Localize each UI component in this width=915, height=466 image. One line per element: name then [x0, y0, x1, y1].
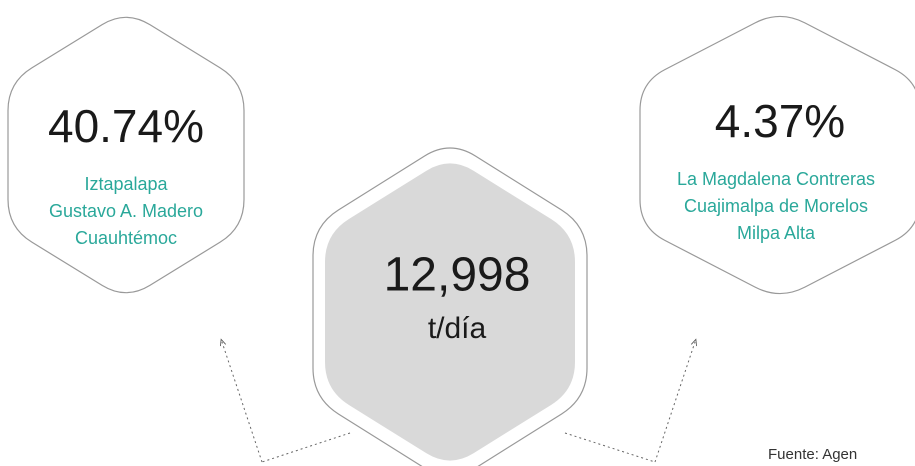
right-hexagon — [639, 15, 915, 295]
center-hexagon — [325, 163, 575, 461]
left-name: Cuauhtémoc — [75, 228, 177, 248]
connector — [564, 432, 656, 463]
center-value: 12,998 — [384, 249, 531, 302]
right-value: 4.37% — [715, 95, 845, 147]
left-name: Gustavo A. Madero — [49, 201, 203, 221]
connector — [261, 432, 351, 463]
arrow — [222, 342, 263, 463]
left-name: Iztapalapa — [84, 174, 168, 194]
left-value: 40.74% — [48, 100, 204, 152]
left-hexagon — [7, 16, 245, 294]
center-unit: t/día — [428, 312, 487, 345]
arrow — [654, 342, 695, 463]
source: Fuente: Agen — [768, 446, 857, 463]
right-name: Milpa Alta — [737, 223, 816, 243]
right-name: Cuajimalpa de Morelos — [684, 196, 868, 216]
hexagons — [7, 15, 915, 466]
right-name: La Magdalena Contreras — [677, 169, 875, 189]
